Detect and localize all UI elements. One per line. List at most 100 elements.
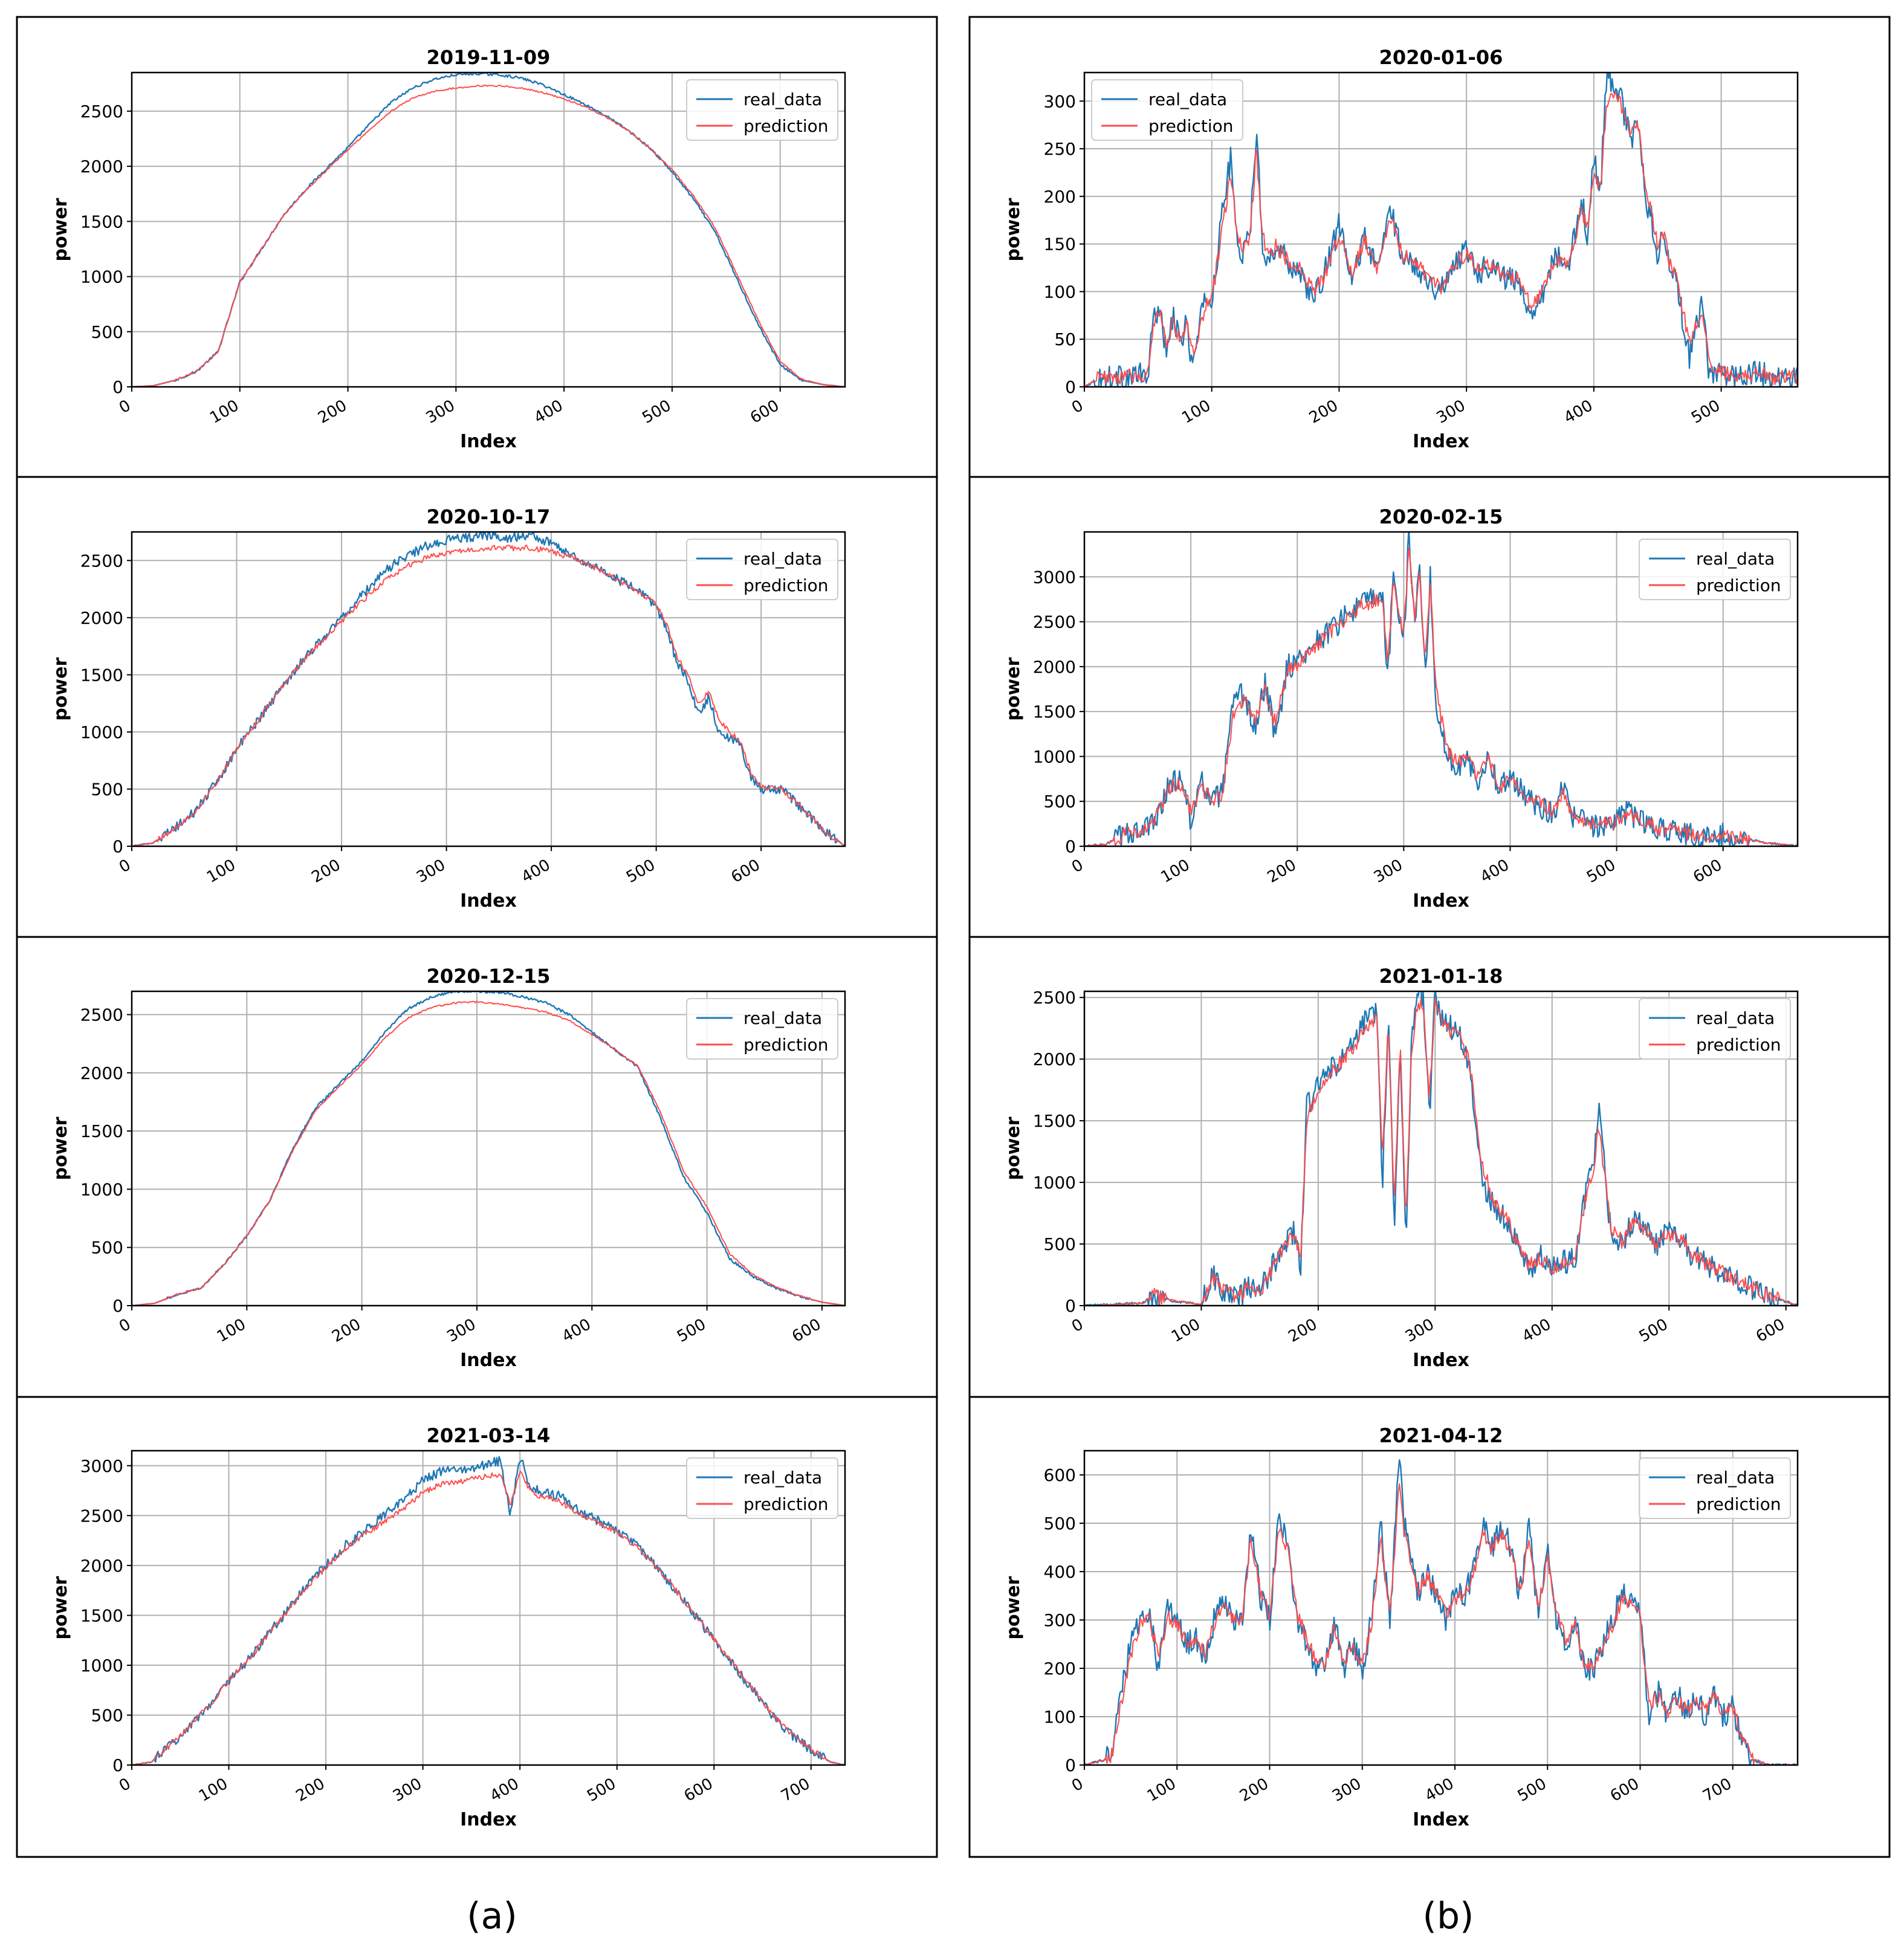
x-tick-label: 400: [1561, 397, 1596, 427]
y-tick-label: 2500: [1033, 988, 1076, 1008]
series-line-prediction: [132, 1000, 845, 1306]
chart-title: 2020-12-15: [427, 965, 551, 988]
series-line-prediction: [1084, 998, 1798, 1306]
y-tick-label: 1000: [80, 267, 123, 287]
y-tick-label: 1000: [1033, 1173, 1076, 1193]
y-tick-label: 2500: [80, 1005, 123, 1025]
x-tick-label: 400: [487, 1775, 522, 1806]
series-line-prediction: [132, 1471, 845, 1765]
plot-frame: [1083, 990, 1799, 1307]
chart-title: 2021-03-14: [427, 1424, 551, 1447]
x-axis-label: Index: [1413, 1809, 1469, 1830]
x-tick-label: 600: [1690, 856, 1725, 887]
x-tick-label: 300: [444, 1315, 479, 1346]
x-tick-label: 0: [116, 397, 134, 417]
y-tick-label: 1500: [80, 1605, 123, 1625]
y-tick-label: 0: [1065, 1755, 1076, 1775]
y-tick-label: 500: [91, 779, 123, 799]
chart-title: 2021-01-18: [1379, 965, 1503, 988]
plot-frame: [131, 1450, 846, 1766]
plot-frame: [131, 990, 846, 1307]
series-line-prediction: [132, 84, 845, 387]
x-tick-label: 600: [681, 1775, 716, 1806]
y-tick-label: 0: [1065, 837, 1076, 857]
x-tick-label: 200: [1264, 856, 1300, 887]
legend-label-real_data: real_data: [1696, 549, 1775, 569]
x-tick-label: 300: [390, 1775, 425, 1806]
y-tick-label: 400: [1044, 1562, 1076, 1582]
y-tick-label: 2000: [80, 157, 123, 177]
y-axis-label: power: [1003, 657, 1024, 721]
column-b: 0 100 200 300 400 500 0 50 100 150 200 250 300 2020-0…: [968, 16, 1891, 1858]
chart-panel-b2: 0 100 200 300 400 500 600 0 500 1000 1500 2000 2500 3…: [1003, 505, 1799, 912]
column-label-a: (a): [467, 1895, 517, 1937]
x-axis-label: Index: [460, 1350, 517, 1371]
x-tick-label: 300: [1402, 1315, 1437, 1346]
y-tick-label: 150: [1044, 235, 1076, 254]
y-tick-label: 0: [112, 837, 123, 857]
x-tick-label: 600: [789, 1315, 824, 1346]
x-tick-label: 200: [329, 1315, 364, 1346]
chart-panel-b1: 0 100 200 300 400 500 0 50 100 150 200 250 300 2020-0…: [1003, 46, 1799, 452]
legend: real_data prediction: [686, 79, 838, 141]
y-axis-label: power: [1003, 1116, 1024, 1180]
legend: real_data prediction: [1091, 79, 1243, 141]
y-tick-label: 1500: [80, 1121, 123, 1141]
legend: real_data prediction: [1639, 998, 1791, 1060]
legend-label-real_data: real_data: [743, 1468, 822, 1488]
y-tick-label: 1000: [80, 722, 123, 742]
series-line-real_data: [1084, 1459, 1798, 1765]
x-axis-label: Index: [460, 1809, 517, 1830]
x-tick-label: 500: [639, 397, 674, 427]
x-axis-label: Index: [1413, 1350, 1469, 1371]
y-tick-label: 50: [1054, 329, 1076, 349]
y-tick-label: 3000: [80, 1456, 123, 1476]
x-tick-label: 400: [1422, 1775, 1457, 1806]
chart-title: 2020-01-06: [1379, 46, 1503, 69]
x-tick-label: 200: [315, 397, 350, 427]
x-tick-label: 400: [519, 856, 554, 887]
x-tick-label: 300: [423, 397, 458, 427]
plot-frame: [1083, 1450, 1799, 1766]
x-tick-label: 500: [674, 1315, 709, 1346]
y-tick-label: 2000: [80, 608, 123, 628]
y-tick-label: 0: [112, 377, 123, 397]
x-tick-label: 200: [1285, 1315, 1320, 1346]
chart-title: 2021-04-12: [1379, 1424, 1503, 1447]
y-tick-label: 500: [91, 322, 123, 342]
legend-label-real_data: real_data: [1148, 89, 1227, 109]
chart-panel-a2: 0 100 200 300 400 500 600 0 500 1000 1500 2000 2500 2…: [50, 505, 846, 912]
y-tick-label: 300: [1044, 91, 1076, 111]
chart-panel-b3: 0 100 200 300 400 500 600 0 500 1000 1500 2000 2500 2…: [1003, 965, 1799, 1371]
x-tick-label: 300: [1329, 1775, 1364, 1806]
series-line-prediction: [1084, 91, 1798, 387]
series-line-prediction: [1084, 1483, 1798, 1765]
x-axis-label: Index: [1413, 890, 1469, 912]
x-tick-label: 0: [116, 1775, 134, 1795]
legend-label-real_data: real_data: [743, 89, 822, 109]
y-tick-label: 0: [1065, 1296, 1076, 1316]
y-tick-label: 100: [1044, 1707, 1076, 1727]
y-tick-label: 500: [1044, 1514, 1076, 1534]
series-line-real_data: [1084, 991, 1798, 1306]
chart-title: 2019-11-09: [427, 46, 551, 69]
chart-panel-a3: 0 100 200 300 400 500 600 0 500 1000 1500 2000 2500 2…: [50, 965, 846, 1371]
y-tick-label: 1000: [80, 1179, 123, 1199]
y-tick-label: 600: [1044, 1465, 1076, 1485]
legend-label-prediction: prediction: [1148, 116, 1233, 136]
x-tick-label: 0: [1069, 856, 1086, 876]
y-tick-label: 200: [1044, 187, 1076, 207]
y-axis-label: power: [50, 1576, 71, 1639]
plot-frame: [131, 71, 846, 388]
y-tick-label: 1500: [1033, 1111, 1076, 1131]
x-tick-label: 100: [1168, 1315, 1203, 1346]
x-tick-label: 0: [1069, 397, 1086, 417]
x-tick-label: 300: [413, 856, 448, 887]
legend-label-prediction: prediction: [1696, 1494, 1781, 1514]
y-tick-label: 2000: [80, 1063, 123, 1083]
y-tick-label: 2000: [1033, 657, 1076, 677]
x-tick-label: 400: [1519, 1315, 1554, 1346]
x-tick-label: 100: [1144, 1775, 1179, 1806]
x-tick-label: 0: [1069, 1775, 1086, 1795]
y-axis-label: power: [50, 1116, 71, 1180]
